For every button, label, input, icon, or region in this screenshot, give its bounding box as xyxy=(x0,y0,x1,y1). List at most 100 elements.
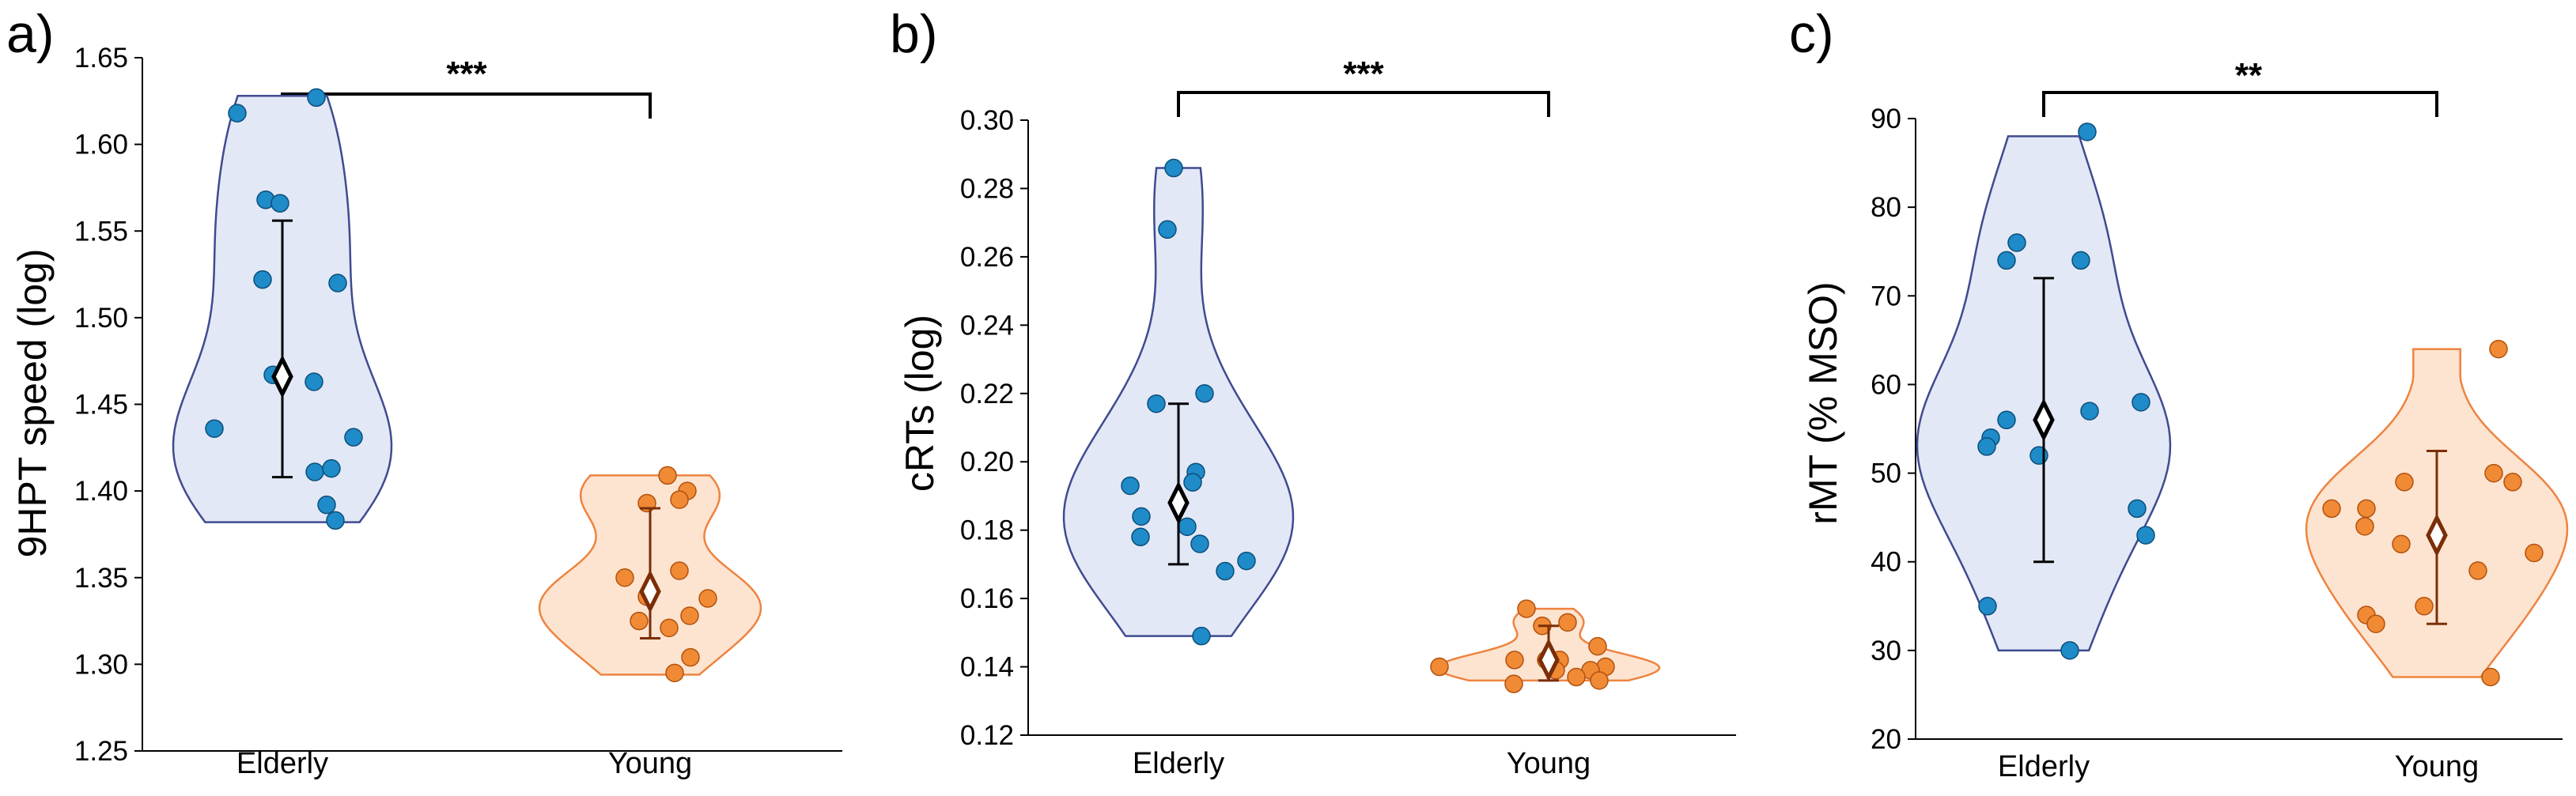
elderly-data-point xyxy=(1216,561,1235,581)
significance-bracket xyxy=(1177,91,1550,117)
x-category-elderly-b: Elderly xyxy=(1133,747,1224,780)
young-data-point xyxy=(2484,463,2503,483)
y-axis-label-a: 9HPT speed (log) xyxy=(10,249,55,558)
elderly-data-point xyxy=(270,194,289,213)
y-tick-label: 1.65 xyxy=(74,43,128,74)
young-data-point xyxy=(665,663,684,683)
panel-label-c: c) xyxy=(1789,4,1834,64)
y-tick-label: 1.45 xyxy=(74,390,128,421)
y-tick-label: 1.60 xyxy=(74,130,128,160)
young-data-point xyxy=(2366,614,2385,633)
young-data-point xyxy=(1430,657,1449,677)
y-tick-label: 0.14 xyxy=(960,652,1014,683)
young-data-point xyxy=(1505,651,1524,670)
plot-area-a: 1.25 1.30 1.35 1.40 1.45 1.50 1.55 1.60 1.65 xyxy=(74,43,842,767)
young-data-point xyxy=(1590,671,1609,690)
young-data-point xyxy=(615,568,634,587)
elderly-data-point xyxy=(2071,251,2090,270)
y-tick-label: 90 xyxy=(1871,104,1901,134)
elderly-data-point xyxy=(1132,507,1151,526)
young-data-point xyxy=(1558,613,1577,632)
young-data-point xyxy=(630,611,649,631)
y-tick-label: 20 xyxy=(1871,724,1901,755)
significance-stars-c: ** xyxy=(2235,56,2263,95)
elderly-data-point xyxy=(1237,551,1256,571)
young-data-point xyxy=(660,618,679,638)
elderly-data-point xyxy=(2060,641,2079,660)
young-data-point xyxy=(2525,543,2544,563)
young-data-point xyxy=(698,589,717,608)
y-tick-label: 0.24 xyxy=(960,310,1014,341)
young-data-point xyxy=(2415,597,2434,616)
significance-stars-a: *** xyxy=(446,55,487,93)
young-data-point xyxy=(658,466,677,485)
x-category-young-b: Young xyxy=(1507,747,1591,780)
plot-area-b: 0.12 0.14 0.16 0.18 0.20 0.22 0.24 0.26 0.28 0.30 xyxy=(960,91,1736,751)
young-data-point xyxy=(2355,517,2374,536)
elderly-data-point xyxy=(2029,446,2048,465)
elderly-violin xyxy=(1062,167,1295,637)
y-tick-label: 0.30 xyxy=(960,105,1014,136)
y-tick-label: 1.40 xyxy=(74,476,128,507)
significance-stars-b: *** xyxy=(1343,55,1384,93)
panel-label-a: a) xyxy=(6,4,54,64)
elderly-data-point xyxy=(1121,476,1140,496)
elderly-data-point xyxy=(344,428,363,447)
elderly-data-point xyxy=(253,270,272,289)
elderly-data-point xyxy=(1164,158,1183,178)
elderly-data-point xyxy=(1195,384,1214,403)
young-data-point xyxy=(1567,667,1586,687)
panel-label-b: b) xyxy=(890,4,937,64)
young-data-point xyxy=(2357,499,2376,519)
elderly-mean-marker xyxy=(1167,481,1190,525)
elderly-data-point xyxy=(1190,534,1209,553)
y-axis-label-c: rMT (% MSO) xyxy=(1801,281,1845,524)
panel-b: b) cRTs (log) Elderly Young *** 0.12 0.14… xyxy=(890,4,1736,780)
elderly-data-point xyxy=(307,88,326,108)
elderly-data-point xyxy=(2136,526,2155,545)
elderly-data-point xyxy=(2132,393,2150,412)
y-tick-label: 0.16 xyxy=(960,583,1014,614)
y-tick-label: 1.50 xyxy=(74,303,128,334)
x-category-elderly-c: Elderly xyxy=(1998,750,2090,783)
young-data-point xyxy=(2503,473,2522,492)
y-tick-label: 0.22 xyxy=(960,379,1014,409)
elderly-data-point xyxy=(326,511,345,530)
young-data-point xyxy=(2468,561,2487,580)
panel-c: c) rMT (% MSO) Elderly Young ** 20 30 40 50… xyxy=(1789,4,2569,783)
elderly-data-point xyxy=(1178,517,1197,537)
panel-a: a) 9HPT speed (log) Elderly Young *** 1.… xyxy=(6,4,842,780)
elderly-data-point xyxy=(1131,527,1150,547)
elderly-data-point xyxy=(1978,597,1997,616)
young-data-point xyxy=(2322,499,2341,519)
y-tick-label: 0.12 xyxy=(960,720,1014,751)
elderly-data-point xyxy=(322,458,341,478)
young-data-point xyxy=(2489,339,2508,359)
young-data-point xyxy=(680,606,699,625)
y-tick-label: 50 xyxy=(1871,458,1901,489)
young-data-point xyxy=(1517,599,1536,618)
y-tick-label: 0.18 xyxy=(960,515,1014,546)
elderly-data-point xyxy=(1997,410,2016,430)
elderly-data-point xyxy=(1977,437,1996,456)
y-tick-label: 1.35 xyxy=(74,563,128,594)
elderly-data-point xyxy=(328,274,347,292)
y-axis-label-b: cRTs (log) xyxy=(898,315,942,492)
elderly-mean-marker xyxy=(2033,398,2055,442)
elderly-data-point xyxy=(228,104,247,123)
elderly-data-point xyxy=(1183,473,1202,492)
y-tick-label: 0.28 xyxy=(960,173,1014,204)
elderly-data-point xyxy=(2007,233,2026,252)
elderly-data-point xyxy=(1147,394,1166,413)
y-tick-label: 1.30 xyxy=(74,649,128,680)
elderly-data-point xyxy=(317,495,336,515)
elderly-data-point xyxy=(1158,220,1177,240)
y-tick-label: 0.20 xyxy=(960,447,1014,477)
significance-bracket xyxy=(281,92,652,119)
y-tick-label: 0.26 xyxy=(960,242,1014,273)
young-data-point xyxy=(1504,674,1523,693)
y-tick-label: 80 xyxy=(1871,192,1901,223)
significance-bracket xyxy=(2042,91,2438,117)
elderly-mean-marker xyxy=(271,354,293,399)
